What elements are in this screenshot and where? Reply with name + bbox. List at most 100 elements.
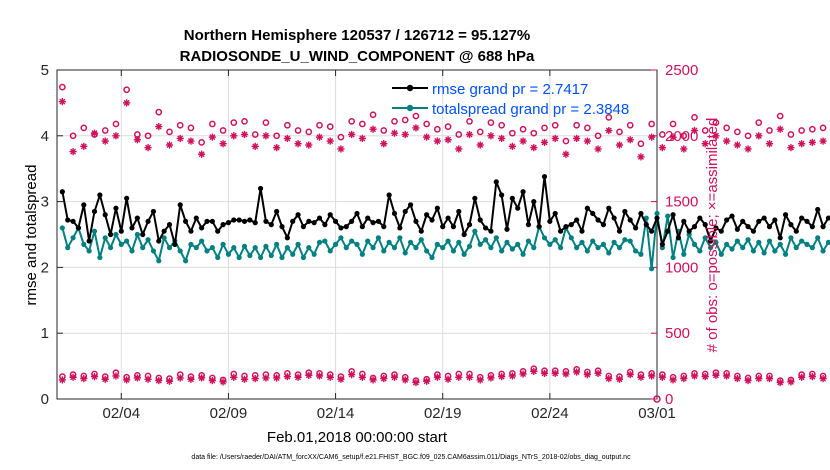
- obs-assimilated-point: [798, 373, 806, 381]
- obs-assimilated-point: [776, 125, 784, 133]
- obs-possible-point: [519, 125, 527, 133]
- obs-assimilated-point: [369, 376, 377, 384]
- rmse-point: [563, 224, 569, 230]
- totalspread-point: [349, 238, 355, 244]
- obs-assimilated-point: [648, 133, 656, 141]
- obs-assimilated-stroke: [627, 136, 634, 143]
- obs-assimilated-stroke: [648, 134, 655, 141]
- rmse-point: [595, 217, 601, 223]
- totalspread-point: [274, 241, 280, 247]
- totalspread-point: [622, 237, 628, 243]
- obs-assimilated-point: [755, 375, 763, 383]
- rmse-point: [209, 218, 215, 224]
- legend[interactable]: rmse grand pr = 2.7417 totalspread grand…: [392, 81, 629, 118]
- obs-assimilated-stroke: [573, 369, 580, 376]
- obs-assimilated-point: [401, 376, 409, 384]
- obs-assimilated-stroke: [423, 134, 430, 141]
- rmse-point: [622, 208, 628, 215]
- obs-assimilated-stroke: [348, 371, 355, 378]
- obs-possible-point: [487, 119, 495, 126]
- obs-assimilated-stroke: [359, 135, 366, 142]
- obs-assimilated-point: [712, 371, 720, 379]
- y-axis-left-label: rmse and totalspread: [23, 165, 40, 306]
- obs-assimilated-point: [187, 375, 195, 383]
- totalspread-point: [547, 241, 553, 247]
- rmse-point: [488, 228, 494, 234]
- rmse-point: [654, 215, 660, 221]
- chart-title-line2: RADIOSONDE_U_WIND_COMPONENT @ 688 hPa: [180, 48, 535, 65]
- obs-assimilated-point: [648, 372, 656, 380]
- rmse-point: [124, 195, 130, 201]
- obs-assimilated-stroke: [273, 144, 280, 151]
- rmse-point: [515, 205, 521, 211]
- obs-assimilated-point: [58, 376, 66, 384]
- obs-possible-point: [476, 128, 484, 136]
- rmse-point: [402, 208, 408, 215]
- rmse-point: [166, 222, 173, 228]
- totalspread-point: [590, 238, 596, 244]
- rmse-point: [756, 218, 762, 224]
- rmse-point: [70, 218, 76, 224]
- rmse-point: [825, 215, 830, 221]
- obs-assimilated-stroke: [316, 134, 323, 141]
- rmse-point: [734, 226, 740, 232]
- totalspread-point: [252, 245, 258, 251]
- totalspread-point: [632, 248, 639, 254]
- rmse-point: [225, 220, 232, 226]
- totalspread-point: [327, 248, 333, 254]
- obs-possible-point: [423, 120, 430, 128]
- obs-assimilated-stroke: [691, 372, 698, 379]
- obs-assimilated-point: [712, 132, 720, 140]
- rmse-point: [466, 222, 473, 228]
- obs-assimilated-point: [733, 141, 741, 149]
- obs-assimilated-stroke: [584, 371, 591, 378]
- rmse-point: [638, 210, 644, 217]
- obs-assimilated-stroke: [680, 375, 687, 382]
- x-axis-label: Feb.01,2018 00:00:00 start: [267, 429, 448, 446]
- totalspread-point: [793, 245, 799, 251]
- obs-assimilated-stroke: [123, 99, 130, 106]
- obs-possible-point: [359, 120, 366, 128]
- totalspread-point: [306, 245, 312, 251]
- rmse-point: [424, 212, 430, 218]
- rmse-point: [86, 238, 92, 244]
- totalspread-point: [386, 239, 392, 245]
- rmse-point: [59, 189, 65, 195]
- rmse-point: [343, 224, 349, 230]
- obs-assimilated-stroke: [798, 374, 805, 381]
- obs-assimilated-point: [390, 373, 399, 381]
- totalspread-point: [370, 245, 376, 251]
- totalspread-point: [209, 245, 215, 251]
- totalspread-point: [316, 239, 323, 245]
- obs-assimilated-point: [519, 137, 527, 145]
- obs-assimilated-stroke: [102, 138, 109, 145]
- totalspread-point: [332, 241, 339, 247]
- obs-assimilated-point: [80, 375, 88, 383]
- totalspread-point: [766, 238, 773, 244]
- obs-assimilated-stroke: [466, 374, 473, 381]
- rmse-point: [525, 222, 532, 228]
- obs-assimilated-stroke: [455, 374, 462, 381]
- obs-possible-point: [112, 120, 120, 128]
- obs-assimilated-stroke: [177, 135, 184, 142]
- obs-assimilated-point: [273, 144, 281, 152]
- obs-assimilated-point: [519, 370, 527, 378]
- obs-assimilated-stroke: [284, 373, 291, 380]
- obs-assimilated-stroke: [777, 126, 784, 133]
- obs-assimilated-point: [690, 372, 699, 380]
- obs-assimilated-stroke: [702, 140, 709, 147]
- obs-possible-point: [626, 121, 634, 129]
- obs-possible-point: [198, 139, 205, 146]
- rmse-point: [182, 218, 189, 224]
- totalspread-point: [343, 245, 349, 251]
- obs-assimilated-stroke: [423, 378, 430, 385]
- totalspread-point: [504, 239, 510, 245]
- rmse-point: [707, 238, 714, 244]
- rmse-point: [177, 202, 183, 208]
- obs-assimilated-stroke: [80, 143, 87, 150]
- obs-possible-point: [530, 129, 538, 137]
- obs-assimilated-point: [412, 124, 420, 132]
- rmse-point: [284, 235, 290, 241]
- totalspread-point: [107, 245, 114, 251]
